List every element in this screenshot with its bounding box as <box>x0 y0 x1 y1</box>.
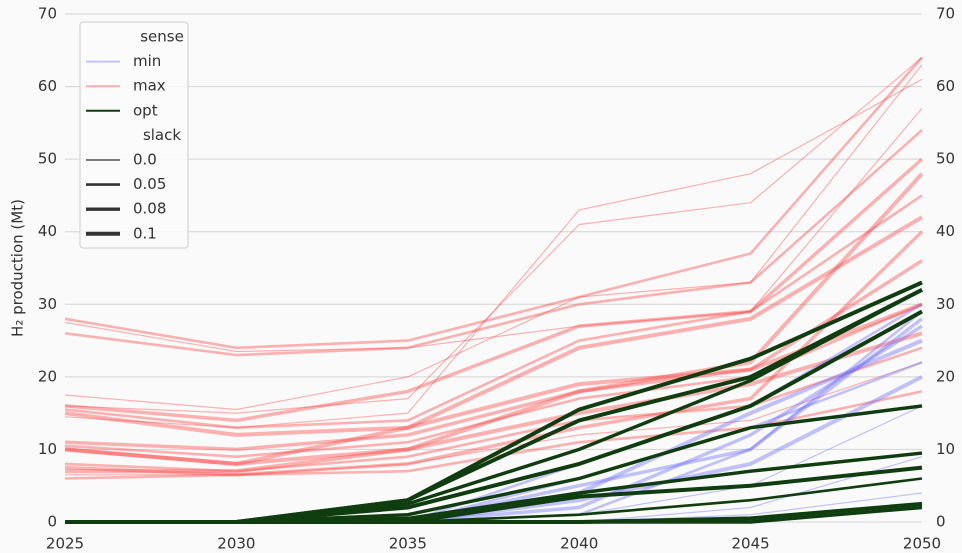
series-line <box>64 259 923 452</box>
series-line <box>64 302 923 466</box>
series-line <box>64 346 923 473</box>
x-tick-label: 2025 <box>46 535 84 553</box>
series-line <box>64 215 924 437</box>
y-tick-label: 50 <box>38 150 57 168</box>
legend-label: min <box>133 52 161 70</box>
legend-label: max <box>133 77 166 95</box>
series-line <box>65 172 924 474</box>
y2-tick-label: 30 <box>936 295 955 313</box>
y2-tick-label: 70 <box>936 5 955 23</box>
legend-label: 0.08 <box>133 200 166 218</box>
y-tick-label: 10 <box>38 440 57 458</box>
series-line <box>64 107 923 353</box>
legend-label: 0.05 <box>133 175 166 193</box>
y2-tick-label: 10 <box>936 440 955 458</box>
x-tick-label: 2035 <box>389 535 427 553</box>
legend-box <box>79 21 189 249</box>
legend-title: sense <box>140 28 184 46</box>
y-axis-label: H₂ production (Mt) <box>9 199 27 337</box>
legend-label: 0.0 <box>133 151 157 169</box>
y-tick-label: 20 <box>38 367 57 385</box>
series-line <box>65 505 923 524</box>
x-tick-label: 2050 <box>903 535 941 553</box>
series-line <box>64 64 923 411</box>
series-line <box>64 129 923 357</box>
series-line <box>64 157 924 423</box>
series-line <box>64 230 924 477</box>
series-line <box>64 56 923 350</box>
y-tick-label: 60 <box>38 77 57 95</box>
y-tick-label: 70 <box>38 5 57 23</box>
series-line <box>64 331 923 466</box>
y-tick-label: 0 <box>47 513 57 531</box>
series-line <box>64 57 923 414</box>
y2-tick-label: 60 <box>936 77 955 95</box>
y-tick-label: 30 <box>38 295 57 313</box>
x-tick-label: 2040 <box>560 535 598 553</box>
y-tick-label: 40 <box>38 222 57 240</box>
series-line <box>65 361 923 476</box>
series-line <box>64 78 923 429</box>
x-tick-label: 2045 <box>732 535 770 553</box>
x-tick-label: 2030 <box>217 535 255 553</box>
y2-tick-label: 50 <box>936 150 955 168</box>
y2-tick-label: 20 <box>936 367 955 385</box>
legend-title: slack <box>143 126 181 144</box>
series-line <box>64 194 923 430</box>
legend-label: 0.1 <box>133 224 157 242</box>
y2-tick-label: 0 <box>936 513 946 531</box>
legend-label: opt <box>133 101 158 119</box>
y2-tick-label: 40 <box>936 222 955 240</box>
